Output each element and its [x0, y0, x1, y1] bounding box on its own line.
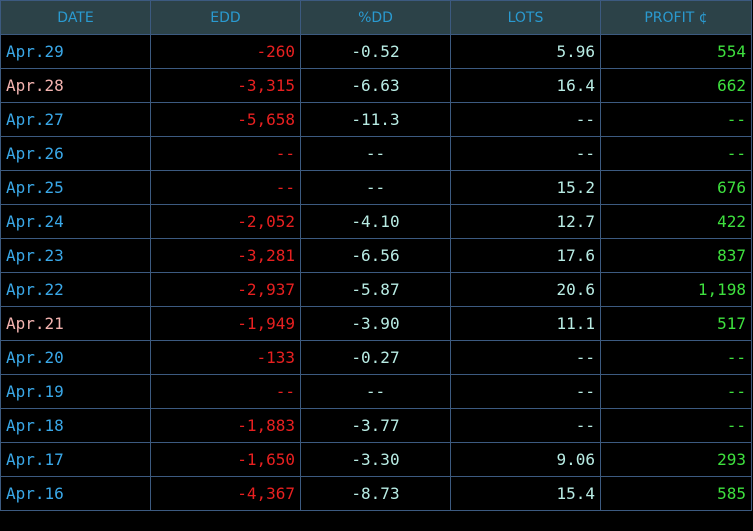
lots-cell: 20.6 — [450, 272, 601, 307]
table-row: Apr.16 -4,367 -8.73 15.4 585 — [0, 476, 752, 511]
table-row: Apr.29 -260 -0.52 5.96 554 — [0, 34, 752, 69]
lots-cell: 9.06 — [450, 442, 601, 477]
table-row: Apr.28 -3,315 -6.63 16.4 662 — [0, 68, 752, 103]
lots-cell: 11.1 — [450, 306, 601, 341]
lots-cell: -- — [450, 136, 601, 171]
edd-cell: -3,281 — [150, 238, 301, 273]
table-row: Apr.22 -2,937 -5.87 20.6 1,198 — [0, 272, 752, 307]
table-row: Apr.17 -1,650 -3.30 9.06 293 — [0, 442, 752, 477]
table-body: Apr.29 -260 -0.52 5.96 554 Apr.28 -3,315 -6.63 1… — [0, 34, 752, 511]
table-row: Apr.18 -1,883 -3.77 -- -- — [0, 408, 752, 443]
dd-cell: -5.87 — [300, 272, 451, 307]
edd-cell: -3,315 — [150, 68, 301, 103]
profit-cell: 422 — [600, 204, 752, 239]
dd-cell: -0.27 — [300, 340, 451, 375]
table-row: Apr.21 -1,949 -3.90 11.1 517 — [0, 306, 752, 341]
date-cell: Apr.24 — [0, 204, 151, 239]
edd-cell: -- — [150, 170, 301, 205]
date-cell: Apr.19 — [0, 374, 151, 409]
lots-cell: 16.4 — [450, 68, 601, 103]
date-cell: Apr.16 — [0, 476, 151, 511]
header-row: DATE EDD %DD LOTS PROFIT ¢ — [0, 0, 752, 35]
column-header: DATE — [0, 0, 151, 35]
table-row: Apr.24 -2,052 -4.10 12.7 422 — [0, 204, 752, 239]
trade-table: DATE EDD %DD LOTS PROFIT ¢ Apr.29 -260 -0.52 5.… — [0, 0, 752, 511]
lots-cell: -- — [450, 102, 601, 137]
dd-cell: -6.56 — [300, 238, 451, 273]
profit-cell: 517 — [600, 306, 752, 341]
profit-cell: 837 — [600, 238, 752, 273]
date-cell: Apr.26 — [0, 136, 151, 171]
profit-cell: 662 — [600, 68, 752, 103]
lots-cell: 15.4 — [450, 476, 601, 511]
dd-cell: -4.10 — [300, 204, 451, 239]
edd-cell: -1,883 — [150, 408, 301, 443]
dd-cell: -3.77 — [300, 408, 451, 443]
table-row: Apr.26 -- -- -- -- — [0, 136, 752, 171]
profit-cell: 1,198 — [600, 272, 752, 307]
lots-cell: 15.2 — [450, 170, 601, 205]
dd-cell: -- — [300, 136, 451, 171]
lots-cell: -- — [450, 374, 601, 409]
profit-cell: -- — [600, 408, 752, 443]
table-row: Apr.23 -3,281 -6.56 17.6 837 — [0, 238, 752, 273]
column-header: LOTS — [450, 0, 601, 35]
profit-cell: -- — [600, 102, 752, 137]
date-cell: Apr.20 — [0, 340, 151, 375]
date-cell: Apr.18 — [0, 408, 151, 443]
lots-cell: -- — [450, 340, 601, 375]
profit-cell: -- — [600, 136, 752, 171]
date-cell: Apr.25 — [0, 170, 151, 205]
dd-cell: -8.73 — [300, 476, 451, 511]
table-row: Apr.19 -- -- -- -- — [0, 374, 752, 409]
date-cell: Apr.22 — [0, 272, 151, 307]
dd-cell: -3.30 — [300, 442, 451, 477]
profit-cell: -- — [600, 374, 752, 409]
profit-cell: 676 — [600, 170, 752, 205]
date-cell: Apr.23 — [0, 238, 151, 273]
edd-cell: -- — [150, 136, 301, 171]
lots-cell: 17.6 — [450, 238, 601, 273]
column-header: PROFIT ¢ — [600, 0, 752, 35]
date-cell: Apr.29 — [0, 34, 151, 69]
profit-cell: -- — [600, 340, 752, 375]
dd-cell: -3.90 — [300, 306, 451, 341]
edd-cell: -1,650 — [150, 442, 301, 477]
column-header: EDD — [150, 0, 301, 35]
edd-cell: -2,937 — [150, 272, 301, 307]
table-row: Apr.27 -5,658 -11.3 -- -- — [0, 102, 752, 137]
edd-cell: -1,949 — [150, 306, 301, 341]
edd-cell: -260 — [150, 34, 301, 69]
profit-cell: 585 — [600, 476, 752, 511]
dd-cell: -- — [300, 170, 451, 205]
dd-cell: -11.3 — [300, 102, 451, 137]
dd-cell: -- — [300, 374, 451, 409]
lots-cell: -- — [450, 408, 601, 443]
lots-cell: 5.96 — [450, 34, 601, 69]
date-cell: Apr.27 — [0, 102, 151, 137]
table-row: Apr.20 -133 -0.27 -- -- — [0, 340, 752, 375]
dd-cell: -6.63 — [300, 68, 451, 103]
column-header: %DD — [300, 0, 451, 35]
date-cell: Apr.17 — [0, 442, 151, 477]
profit-cell: 293 — [600, 442, 752, 477]
edd-cell: -- — [150, 374, 301, 409]
edd-cell: -5,658 — [150, 102, 301, 137]
date-cell: Apr.21 — [0, 306, 151, 341]
edd-cell: -2,052 — [150, 204, 301, 239]
profit-cell: 554 — [600, 34, 752, 69]
dd-cell: -0.52 — [300, 34, 451, 69]
table-row: Apr.25 -- -- 15.2 676 — [0, 170, 752, 205]
edd-cell: -133 — [150, 340, 301, 375]
date-cell: Apr.28 — [0, 68, 151, 103]
edd-cell: -4,367 — [150, 476, 301, 511]
lots-cell: 12.7 — [450, 204, 601, 239]
